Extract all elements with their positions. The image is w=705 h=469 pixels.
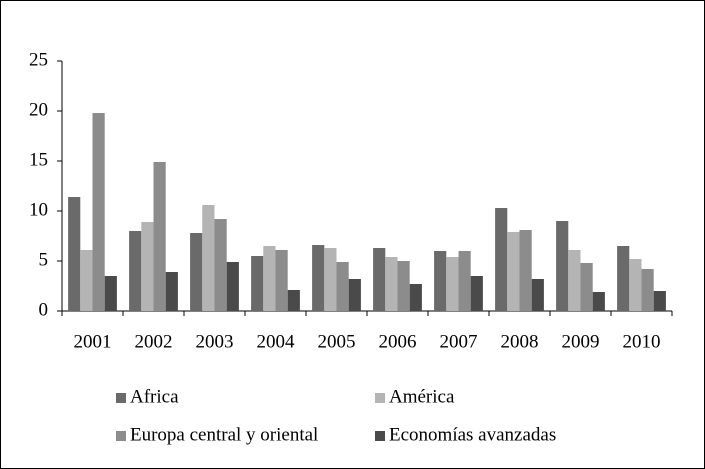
x-tick-label: 2002 — [135, 331, 173, 352]
legend-label: Africa — [130, 386, 179, 407]
legend-label: América — [389, 386, 455, 407]
bar — [336, 262, 349, 311]
bar — [373, 248, 386, 311]
legend-swatch — [116, 393, 126, 403]
bar — [190, 233, 203, 311]
bar — [556, 221, 569, 311]
bar — [580, 263, 593, 311]
bar — [629, 259, 642, 311]
bar — [68, 197, 81, 311]
bar — [92, 113, 105, 311]
bar — [251, 256, 264, 311]
legend-swatch — [375, 431, 385, 441]
bar — [263, 246, 276, 311]
x-tick-label: 2010 — [623, 331, 661, 352]
x-tick-label: 2007 — [440, 331, 478, 352]
y-tick-label: 25 — [29, 49, 48, 70]
bar — [434, 251, 447, 311]
bar — [348, 279, 361, 311]
x-tick-label: 2001 — [74, 331, 112, 352]
bar — [153, 162, 166, 311]
bar — [324, 248, 337, 311]
bar — [409, 284, 422, 311]
y-tick-label: 5 — [39, 249, 49, 270]
x-tick-label: 2008 — [501, 331, 539, 352]
bar — [458, 251, 471, 311]
y-tick-label: 15 — [29, 149, 48, 170]
bar — [385, 257, 398, 311]
bar — [129, 231, 142, 311]
x-tick-label: 2006 — [379, 331, 417, 352]
legend-swatch — [116, 431, 126, 441]
bar — [275, 250, 288, 311]
legend-label: Europa central y oriental — [130, 424, 318, 445]
bar — [214, 219, 227, 311]
bar — [592, 292, 605, 311]
y-tick-label: 20 — [29, 99, 48, 120]
x-tick-label: 2003 — [196, 331, 234, 352]
bar — [446, 257, 459, 311]
legend-label: Economías avanzadas — [389, 424, 556, 445]
bar — [495, 208, 508, 311]
bar — [312, 245, 325, 311]
bar — [653, 291, 666, 311]
bar — [568, 250, 581, 311]
bar — [470, 276, 483, 311]
bar — [104, 276, 117, 311]
bar — [531, 279, 544, 311]
bar — [507, 232, 520, 311]
bar — [641, 269, 654, 311]
legend-swatch — [375, 393, 385, 403]
bar — [519, 230, 532, 311]
x-tick-label: 2009 — [562, 331, 600, 352]
bar — [397, 261, 410, 311]
y-tick-label: 10 — [29, 199, 48, 220]
bar — [617, 246, 630, 311]
x-tick-label: 2005 — [318, 331, 356, 352]
bar — [287, 290, 300, 311]
bar — [202, 205, 215, 311]
bar — [141, 222, 154, 311]
bar — [226, 262, 239, 311]
y-tick-label: 0 — [39, 299, 49, 320]
bar — [165, 272, 178, 311]
x-tick-label: 2004 — [257, 331, 296, 352]
bar — [80, 250, 93, 311]
